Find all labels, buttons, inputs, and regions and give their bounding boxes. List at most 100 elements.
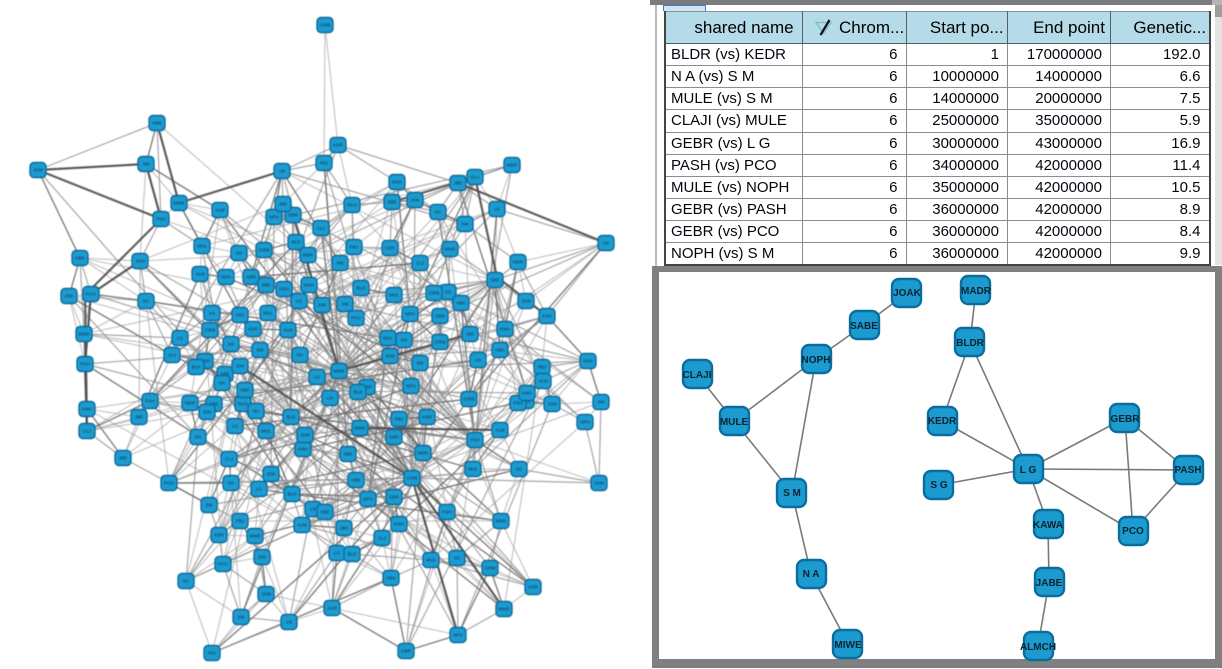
svg-text:PCO: PCO [1122, 526, 1144, 537]
svg-text:LN: LN [286, 620, 292, 625]
svg-text:SBE: SBE [490, 278, 499, 283]
svg-text:GBR: GBR [288, 213, 299, 218]
svg-text:PSH: PSH [513, 401, 522, 406]
svg-text:MULE: MULE [720, 417, 749, 428]
svg-text:LG: LG [177, 336, 184, 341]
svg-text:JOK: JOK [203, 410, 212, 415]
svg-text:PSH: PSH [156, 217, 165, 222]
svg-text:PBJ: PBJ [395, 417, 403, 422]
svg-text:SM: SM [143, 162, 150, 167]
svg-text:SBE: SBE [387, 200, 396, 205]
svg-text:CIRB: CIRB [259, 248, 270, 253]
svg-text:ALM: ALM [495, 428, 505, 433]
svg-text:NPH: NPH [580, 420, 590, 425]
svg-text:JOK: JOK [318, 303, 327, 308]
svg-text:JGM: JGM [594, 481, 604, 486]
svg-text:JGM: JGM [547, 402, 557, 407]
svg-text:MWE: MWE [355, 426, 366, 431]
svg-text:PSH: PSH [470, 438, 479, 443]
svg-text:MADR: MADR [961, 286, 992, 297]
svg-text:SM: SM [257, 348, 264, 353]
svg-text:NA: NA [183, 579, 189, 584]
svg-text:MUL: MUL [263, 311, 273, 316]
svg-text:CLJ: CLJ [378, 536, 386, 541]
svg-text:SM: SM [462, 222, 469, 227]
svg-text:JBE: JBE [454, 181, 462, 186]
svg-text:SG: SG [401, 338, 408, 343]
svg-text:JABE: JABE [1036, 578, 1063, 589]
svg-text:MIWE: MIWE [834, 640, 862, 651]
svg-text:JBE: JBE [336, 261, 344, 266]
svg-text:JBE: JBE [340, 526, 348, 531]
svg-text:LG: LG [314, 375, 321, 380]
svg-text:JGM: JGM [300, 433, 310, 438]
svg-text:GBR: GBR [389, 435, 400, 440]
svg-text:GBR: GBR [362, 385, 373, 390]
svg-text:PCO: PCO [86, 292, 96, 297]
svg-text:MDR: MDR [303, 253, 314, 258]
svg-text:NPH: NPH [221, 275, 231, 280]
svg-text:SG: SG [228, 342, 235, 347]
svg-text:NA: NA [219, 381, 225, 386]
svg-text:KDR: KDR [333, 143, 343, 148]
svg-text:LG: LG [256, 487, 263, 492]
svg-text:MDR: MDR [513, 260, 524, 265]
svg-text:HBK: HBK [456, 301, 465, 306]
svg-text:KWA: KWA [522, 391, 532, 396]
svg-text:MDR: MDR [200, 359, 211, 364]
svg-text:CLJ: CLJ [471, 175, 479, 180]
svg-text:MUL: MUL [261, 429, 271, 434]
svg-text:KDR: KDR [422, 415, 432, 420]
svg-text:HBK: HBK [75, 256, 84, 261]
svg-text:KAWA: KAWA [1033, 520, 1063, 531]
svg-text:L G: L G [1020, 465, 1037, 476]
svg-text:SM: SM [206, 503, 213, 508]
svg-text:BLD: BLD [287, 415, 297, 420]
svg-text:NPH: NPH [453, 633, 463, 638]
svg-text:MUL: MUL [426, 558, 436, 563]
svg-text:KDR: KDR [385, 246, 395, 251]
svg-text:LN: LN [310, 507, 316, 512]
svg-text:PSH: PSH [145, 399, 154, 404]
svg-text:JOK: JOK [65, 294, 74, 299]
svg-text:HBK: HBK [152, 121, 161, 126]
svg-text:KWA: KWA [500, 327, 510, 332]
svg-text:NA: NA [435, 210, 441, 215]
svg-text:BLD: BLD [348, 552, 358, 557]
svg-text:NA: NA [228, 481, 234, 486]
svg-text:KWA: KWA [392, 180, 402, 185]
svg-text:SG: SG [445, 290, 452, 295]
svg-text:MUL: MUL [383, 336, 393, 341]
svg-text:SM: SM [417, 361, 424, 366]
svg-text:NA: NA [297, 353, 303, 358]
svg-text:SABE: SABE [850, 321, 878, 332]
svg-text:KDR: KDR [583, 359, 593, 364]
svg-text:JGM: JGM [385, 354, 395, 359]
svg-text:HBK: HBK [386, 576, 395, 581]
svg-text:JGM: JGM [135, 259, 145, 264]
svg-text:MDR: MDR [507, 163, 518, 168]
svg-text:SBE: SBE [343, 452, 352, 457]
svg-text:PSH: PSH [279, 287, 288, 292]
svg-text:ALM: ALM [283, 328, 293, 333]
svg-text:LG: LG [334, 551, 341, 556]
svg-text:ALM: ALM [297, 523, 307, 528]
svg-text:NPH: NPH [269, 215, 279, 220]
svg-text:LN: LN [603, 241, 609, 246]
svg-text:JBE: JBE [135, 415, 143, 420]
svg-text:CIRB: CIRB [320, 23, 331, 28]
svg-text:LN: LN [279, 169, 285, 174]
svg-text:LN: LN [475, 358, 481, 363]
svg-text:SG: SG [195, 435, 202, 440]
svg-text:MWE: MWE [174, 201, 185, 206]
svg-text:JOK: JOK [258, 555, 267, 560]
svg-text:CIRB: CIRB [435, 340, 446, 345]
svg-text:PSH: PSH [442, 510, 451, 515]
svg-text:SM: SM [342, 302, 349, 307]
svg-text:NOPH: NOPH [802, 355, 831, 366]
svg-text:JBE: JBE [279, 202, 287, 207]
svg-text:MUL: MUL [197, 244, 207, 249]
svg-text:SG: SG [236, 251, 243, 256]
svg-text:JBE: JBE [466, 332, 474, 337]
svg-text:JOK: JOK [411, 198, 420, 203]
